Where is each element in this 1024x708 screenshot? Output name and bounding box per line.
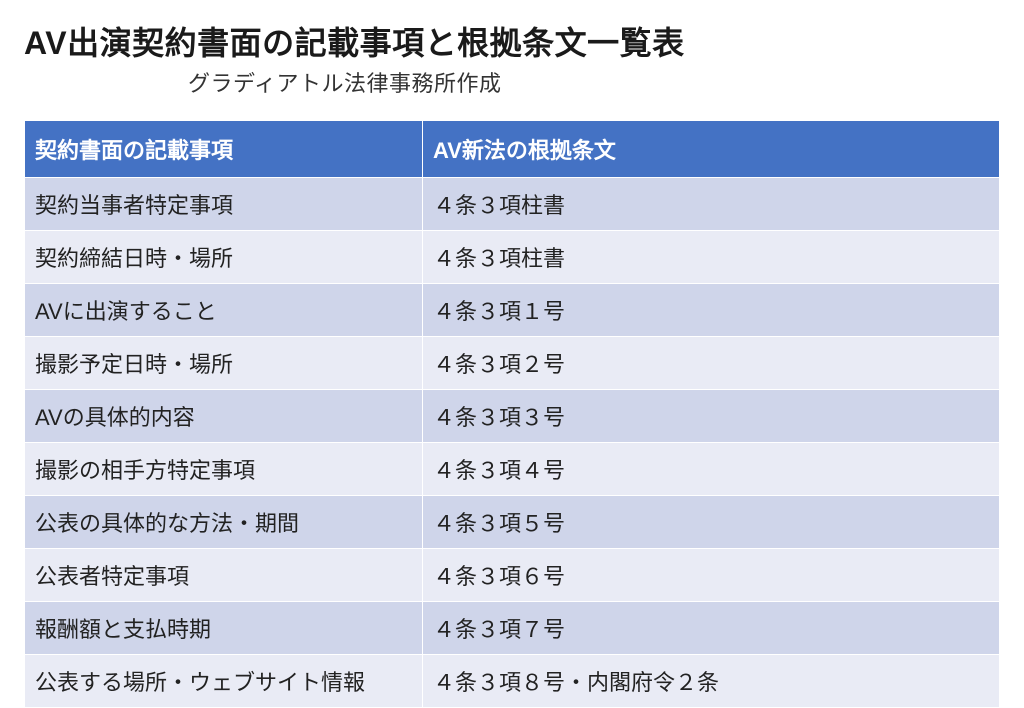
table-row: 撮影予定日時・場所４条３項２号 bbox=[25, 337, 1000, 390]
table-row: 公表者特定事項４条３項６号 bbox=[25, 549, 1000, 602]
table-cell-item: AVに出演すること bbox=[25, 284, 423, 337]
table-row: 公表の具体的な方法・期間４条３項５号 bbox=[25, 496, 1000, 549]
table-row: 契約当事者特定事項４条３項柱書 bbox=[25, 178, 1000, 231]
table-cell-item: 公表する場所・ウェブサイト情報 bbox=[25, 655, 423, 708]
table-cell-basis: ４条３項柱書 bbox=[423, 178, 1000, 231]
page-subtitle: グラディアトル法律事務所作成 bbox=[188, 66, 1000, 98]
table-header-left: 契約書面の記載事項 bbox=[25, 121, 423, 178]
table-cell-item: 契約締結日時・場所 bbox=[25, 231, 423, 284]
table-cell-basis: ４条３項８号・内閣府令２条 bbox=[423, 655, 1000, 708]
table-header-right: AV新法の根拠条文 bbox=[423, 121, 1000, 178]
table-cell-item: 契約当事者特定事項 bbox=[25, 178, 423, 231]
table-row: 公表する場所・ウェブサイト情報４条３項８号・内閣府令２条 bbox=[25, 655, 1000, 708]
table-cell-basis: ４条３項３号 bbox=[423, 390, 1000, 443]
table-cell-basis: ４条３項７号 bbox=[423, 602, 1000, 655]
table-row: AVの具体的内容４条３項３号 bbox=[25, 390, 1000, 443]
table-cell-basis: ４条３項１号 bbox=[423, 284, 1000, 337]
table-cell-basis: ４条３項柱書 bbox=[423, 231, 1000, 284]
table-cell-basis: ４条３項５号 bbox=[423, 496, 1000, 549]
table-row: 契約締結日時・場所４条３項柱書 bbox=[25, 231, 1000, 284]
table-cell-item: 撮影予定日時・場所 bbox=[25, 337, 423, 390]
table-row: 撮影の相手方特定事項４条３項４号 bbox=[25, 443, 1000, 496]
table-header-row: 契約書面の記載事項 AV新法の根拠条文 bbox=[25, 121, 1000, 178]
table-cell-basis: ４条３項２号 bbox=[423, 337, 1000, 390]
table-cell-item: 公表者特定事項 bbox=[25, 549, 423, 602]
table-cell-item: 公表の具体的な方法・期間 bbox=[25, 496, 423, 549]
table-row: 報酬額と支払時期４条３項７号 bbox=[25, 602, 1000, 655]
table-row: AVに出演すること４条３項１号 bbox=[25, 284, 1000, 337]
contract-table: 契約書面の記載事項 AV新法の根拠条文 契約当事者特定事項４条３項柱書契約締結日… bbox=[24, 120, 1000, 708]
table-cell-item: 撮影の相手方特定事項 bbox=[25, 443, 423, 496]
table-cell-item: AVの具体的内容 bbox=[25, 390, 423, 443]
table-cell-item: 報酬額と支払時期 bbox=[25, 602, 423, 655]
table-cell-basis: ４条３項４号 bbox=[423, 443, 1000, 496]
table-cell-basis: ４条３項６号 bbox=[423, 549, 1000, 602]
table-body: 契約当事者特定事項４条３項柱書契約締結日時・場所４条３項柱書AVに出演すること４… bbox=[25, 178, 1000, 708]
page-title: AV出演契約書面の記載事項と根拠条文一覧表 bbox=[24, 18, 1000, 64]
